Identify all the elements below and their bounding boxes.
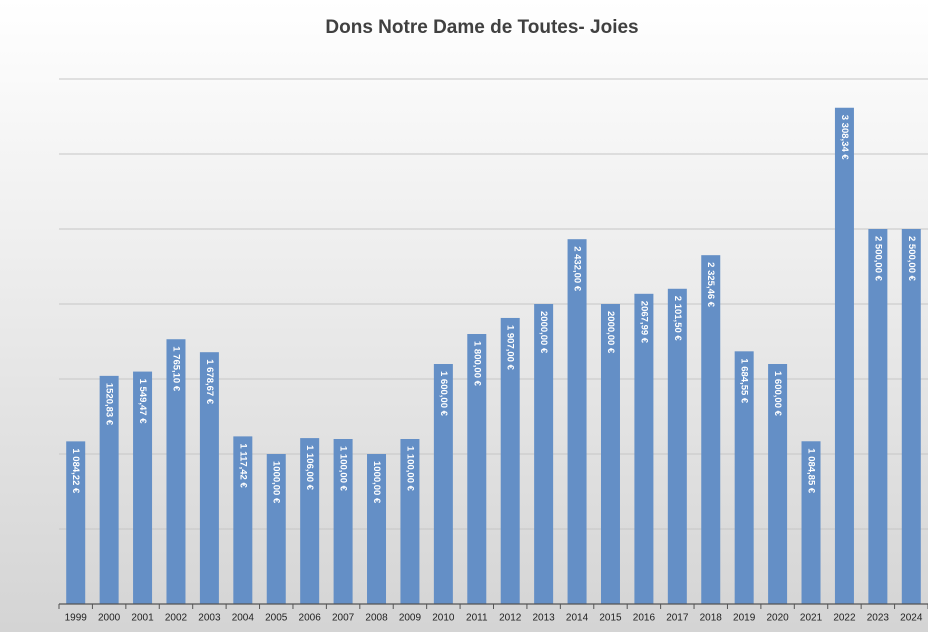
x-tick-label: 2021 (800, 613, 823, 624)
value-label: 1000,00 € (371, 461, 382, 504)
bar (534, 304, 554, 604)
bar (199, 352, 219, 604)
value-label: 1 907,00 € (505, 325, 516, 371)
bar (600, 304, 620, 604)
value-label: 1000,00 € (271, 461, 282, 504)
bar (667, 288, 687, 604)
value-label: 2000,00 € (605, 311, 616, 354)
x-tick-label: 2010 (432, 613, 455, 624)
x-tick-label: 2005 (265, 613, 288, 624)
bar (467, 334, 487, 604)
chart-title: Dons Notre Dame de Toutes- Joies (325, 17, 638, 38)
bar (66, 441, 86, 604)
bar (834, 107, 854, 605)
value-label: 2 432,00 € (572, 246, 583, 292)
value-label: 1 117,42 € (237, 443, 248, 488)
bar (166, 339, 186, 604)
x-tick-label: 2013 (533, 613, 556, 624)
value-label: 2 101,50 € (672, 296, 683, 342)
x-tick-label: 2004 (232, 613, 255, 624)
bar (701, 255, 721, 604)
bar (433, 364, 453, 604)
value-label: 1 084,85 € (806, 448, 817, 494)
x-tick-label: 2003 (198, 613, 221, 624)
x-tick-label: 2002 (165, 613, 188, 624)
bar (500, 317, 520, 604)
x-tick-label: 2014 (566, 613, 589, 624)
x-tick-label: 2007 (332, 613, 355, 624)
x-tick-label: 2012 (499, 613, 522, 624)
x-tick-label: 2001 (131, 613, 154, 624)
x-tick-label: 2019 (733, 613, 756, 624)
x-tick-label: 2024 (900, 613, 923, 624)
value-label: 1 084,22 € (70, 448, 81, 494)
bar (266, 454, 286, 604)
x-tick-label: 2022 (833, 613, 856, 624)
x-tick-label: 2008 (365, 613, 388, 624)
bar (233, 436, 253, 604)
value-label: 1 600,00 € (772, 371, 783, 417)
x-tick-label: 2009 (399, 613, 422, 624)
x-tick-label: 1999 (65, 613, 88, 624)
value-label: 3 308,34 € (839, 115, 850, 161)
value-label: 2 500,00 € (872, 236, 883, 282)
bar (99, 375, 119, 604)
x-tick-label: 2020 (766, 613, 789, 624)
value-label: 2000,00 € (538, 311, 549, 354)
bar (634, 293, 654, 604)
value-label: 1 100,00 € (404, 446, 415, 492)
bar (367, 454, 387, 604)
value-label: 2067,99 € (638, 301, 649, 344)
bar (300, 438, 320, 604)
x-tick-label: 2016 (633, 613, 656, 624)
x-tick-label: 2015 (599, 613, 622, 624)
bar (868, 229, 888, 604)
bar (734, 351, 754, 604)
value-label: 1 100,00 € (338, 446, 349, 492)
x-tick-label: 2017 (666, 613, 689, 624)
x-tick-label: 2023 (867, 613, 890, 624)
bar (333, 439, 353, 604)
bar (768, 364, 788, 604)
x-tick-label: 2011 (466, 613, 488, 624)
value-label: 1 678,67 € (204, 359, 215, 405)
value-label: 2 500,00 € (906, 236, 917, 282)
x-tick-label: 2018 (700, 613, 723, 624)
value-label: 1 684,55 € (739, 358, 750, 404)
x-tick-label: 2006 (299, 613, 322, 624)
bar (901, 229, 921, 604)
bar (567, 239, 587, 604)
value-label: 1 800,00 € (471, 341, 482, 387)
bar (133, 371, 153, 604)
bar (400, 439, 420, 604)
value-label: 2 325,46 € (705, 262, 716, 308)
bar (801, 441, 821, 604)
x-tick-label: 2000 (98, 613, 121, 624)
value-label: 1 600,00 € (438, 371, 449, 417)
value-label: 1 765,10 € (170, 346, 181, 392)
value-label: 1 549,47 € (137, 379, 148, 425)
value-label: 1520,83 € (104, 383, 115, 426)
value-label: 1 106,00 € (304, 445, 315, 491)
